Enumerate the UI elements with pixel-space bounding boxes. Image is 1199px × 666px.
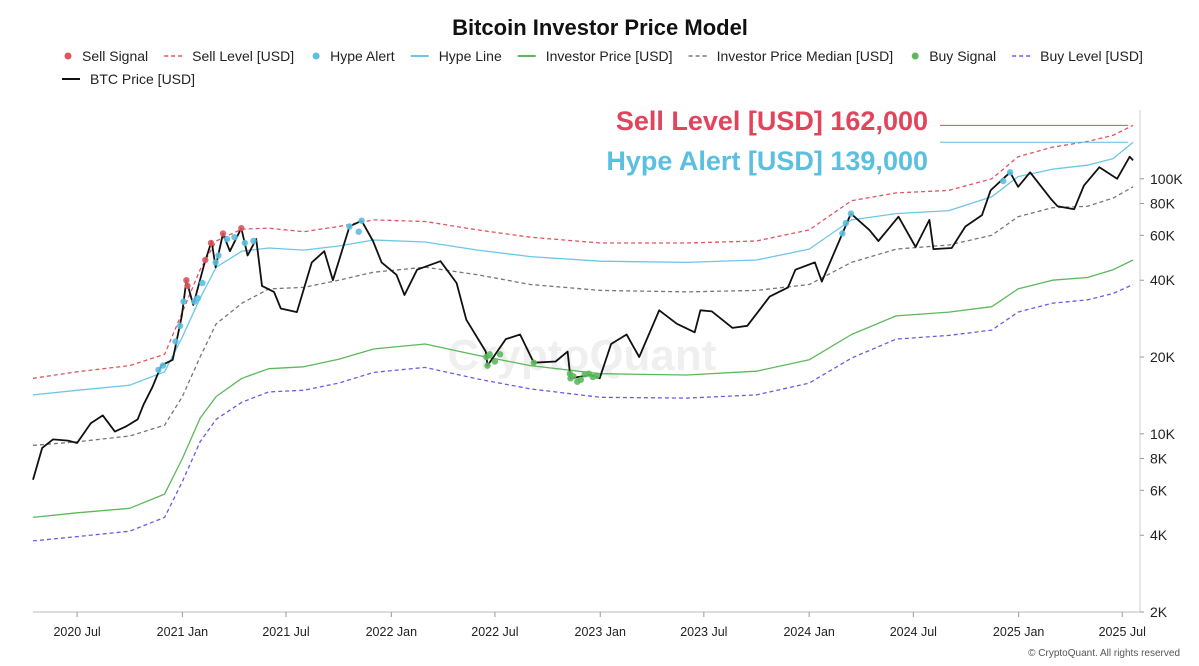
signal-point-hype-alert [346,223,353,230]
y-tick-label: 80K [1150,195,1176,211]
y-tick-label: 100K [1150,171,1183,187]
y-tick-label: 10K [1150,426,1176,442]
signal-point-hype-alert [358,217,365,224]
signal-point-hype-alert [241,239,248,247]
x-tick-label: 2021 Jul [262,625,309,639]
signal-point-hype-alert [155,366,162,374]
copyright-text: © CryptoQuant. All rights reserved [1028,648,1180,659]
y-tick-label: 40K [1150,272,1176,288]
legend-item-buy-level-usd: Buy Level [USD] [1012,48,1143,64]
signal-point-hype-alert [212,259,219,266]
y-tick-label: 20K [1150,349,1176,365]
legend-item-sell-signal: Sell Signal [64,48,148,64]
series-line-hype-line [32,141,1134,396]
legend-item-sell-level-usd: Sell Level [USD] [164,48,294,64]
signal-point-hype-alert [194,295,201,302]
legend-label: Hype Line [439,48,502,64]
callouts: Sell Level [USD] 162,000 Hype Alert [USD]… [606,106,1128,176]
signal-point-hype-alert [159,362,167,369]
y-tick-label: 60K [1150,227,1176,243]
signal-point-hype-alert [176,322,184,329]
x-axis: 2020 Jul 2021 Jan 2021 Jul 2022 Jan 2022 Jul… [53,612,1146,639]
signal-point-sell-signal [184,282,191,290]
signal-point-hype-alert [231,234,238,241]
legend-label: Buy Level [USD] [1040,48,1143,64]
signal-point-sell-signal [238,225,245,232]
signal-point-buy-signal [570,373,577,380]
signal-point-buy-signal [486,351,493,358]
signal-point-buy-signal [491,358,499,365]
y-tick-label: 8K [1150,450,1168,466]
legend-label: Investor Price [USD] [546,48,673,64]
legend-marker-sell-signal [64,52,72,60]
signal-point-hype-alert [199,279,206,287]
legend-label: Sell Signal [82,48,148,64]
legend-item-investor-price-median-usd: Investor Price Median [USD] [688,48,894,64]
x-tick-label: 2022 Jul [471,625,518,639]
x-tick-label: 2024 Jan [783,625,834,639]
signals-hype-alert [155,169,1014,374]
y-tick-label: 4K [1150,527,1168,543]
signal-point-buy-signal [496,351,504,358]
legend-item-hype-line: Hype Line [410,48,502,64]
y-tick-label: 2K [1150,604,1168,620]
signal-point-hype-alert [250,237,257,245]
signals-buy-signal [483,351,600,385]
callout-sell-level-usd-162-000: Sell Level [USD] 162,000 [616,106,928,136]
x-tick-label: 2025 Jan [993,625,1044,639]
series-line-investor-price-usd [32,259,1134,519]
series-line-buy-level-usd [32,283,1134,542]
plot-area [32,110,1141,613]
signal-point-hype-alert [1000,177,1007,185]
legend-marker-buy-signal [911,52,919,60]
signals-sell-signal [183,225,245,290]
legend-item-investor-price-usd: Investor Price [USD] [517,48,673,64]
signal-point-sell-signal [207,239,215,247]
signal-point-hype-alert [172,338,179,345]
signal-point-buy-signal [593,372,600,379]
chart-title: Bitcoin Investor Price Model [452,15,748,40]
series-line-btc-price-usd [32,155,1134,481]
signal-point-sell-signal [202,256,209,264]
y-axis: 100K 80K 60K 40K 20K 10K 8K 6K 4K 2K [1140,171,1183,620]
y-tick-label: 6K [1150,482,1168,498]
legend-item-btc-price-usd: BTC Price [USD] [62,71,195,87]
legend-label: Sell Level [USD] [192,48,294,64]
x-tick-label: 2023 Jul [680,625,727,639]
signal-point-hype-alert [215,252,222,259]
signal-point-sell-signal [183,277,190,284]
signal-point-hype-alert [355,228,362,235]
series-line-investor-price-median-usd [32,186,1134,447]
signal-point-hype-alert [839,230,846,237]
signal-point-buy-signal [577,376,584,383]
legend-label: Hype Alert [330,48,395,64]
legend-marker-hype-alert [312,52,320,60]
legend-item-hype-alert: Hype Alert [312,48,395,64]
x-tick-label: 2022 Jan [366,625,417,639]
x-tick-label: 2021 Jan [157,625,208,639]
legend-label: Investor Price Median [USD] [717,48,894,64]
x-tick-label: 2023 Jan [575,625,626,639]
callout-hype-alert-usd-139-000: Hype Alert [USD] 139,000 [606,146,928,176]
x-tick-label: 2025 Jul [1099,625,1146,639]
signal-point-hype-alert [842,219,849,227]
legend: Sell Signal Sell Level [USD] Hype Alert Hyp… [62,48,1143,87]
legend-label: BTC Price [USD] [90,71,195,87]
signal-point-hype-alert [223,235,231,243]
signal-point-buy-signal [530,359,537,366]
signal-point-hype-alert [180,298,187,305]
signal-point-buy-signal [484,362,491,369]
x-tick-label: 2020 Jul [53,625,100,639]
signal-point-hype-alert [847,210,855,217]
signal-point-hype-alert [1006,169,1014,176]
x-tick-label: 2024 Jul [890,625,937,639]
legend-label: Buy Signal [929,48,996,64]
legend-item-buy-signal: Buy Signal [911,48,996,64]
signal-point-sell-signal [219,230,227,237]
